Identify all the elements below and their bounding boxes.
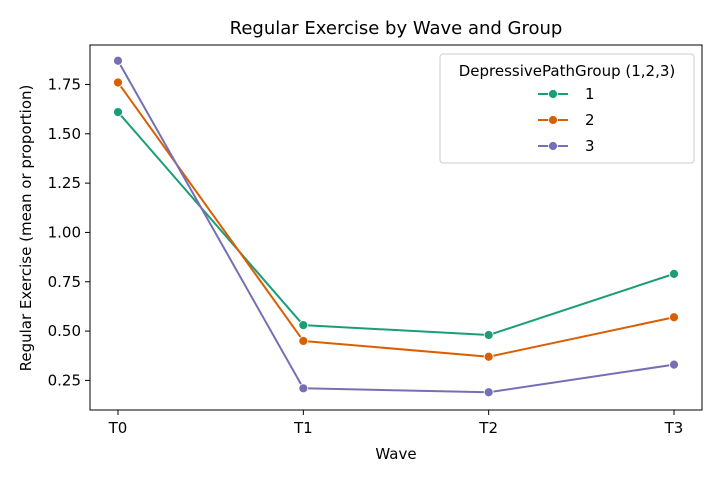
- legend-item: 3: [538, 137, 595, 155]
- legend-marker: [548, 115, 558, 125]
- series-line: [117, 81, 675, 358]
- y-axis-ticks: 0.25 0.50 0.75 1.00 1.25 1.50 1.75: [48, 75, 90, 389]
- y-tick-label: 0.50: [48, 322, 81, 340]
- x-axis-label: Wave: [375, 445, 416, 463]
- legend: DepressivePathGroup (1,2,3) 1 2 3: [439, 53, 695, 164]
- legend-label: 1: [585, 85, 595, 103]
- y-axis-label: Regular Exercise (mean or proportion): [17, 85, 35, 372]
- series-1: [113, 107, 679, 340]
- y-tick-label: 1.00: [48, 223, 81, 241]
- series-2: [113, 77, 679, 362]
- data-point: [298, 383, 309, 394]
- legend-item: 1: [538, 85, 595, 103]
- data-point: [483, 387, 494, 398]
- chart-title: Regular Exercise by Wave and Group: [230, 18, 563, 39]
- legend-label: 2: [585, 111, 595, 129]
- y-tick-label: 1.50: [48, 125, 81, 143]
- data-point: [669, 312, 679, 323]
- legend-title: DepressivePathGroup (1,2,3): [459, 62, 676, 80]
- x-tick-label: T0: [108, 419, 128, 437]
- legend-marker: [548, 141, 558, 151]
- y-tick-label: 1.75: [48, 75, 81, 93]
- x-tick-label: T1: [293, 419, 313, 437]
- legend-marker: [548, 89, 558, 99]
- y-tick-label: 1.25: [48, 174, 81, 192]
- legend-item: 2: [538, 111, 595, 129]
- data-point: [483, 330, 494, 340]
- x-axis-ticks: T0 T1 T2 T3: [108, 410, 684, 437]
- series-layer: [113, 55, 679, 398]
- legend-items: 1 2 3: [538, 85, 595, 155]
- data-point: [113, 55, 123, 66]
- data-point: [483, 351, 494, 362]
- data-point: [113, 107, 123, 117]
- data-point: [669, 359, 679, 370]
- series-line: [117, 111, 675, 337]
- x-tick-label: T3: [664, 419, 684, 437]
- y-tick-label: 0.75: [48, 273, 81, 291]
- legend-box: [439, 53, 695, 164]
- series-line: [117, 60, 675, 394]
- data-point: [298, 320, 309, 331]
- y-tick-label: 0.25: [48, 371, 81, 389]
- legend-label: 3: [585, 137, 595, 155]
- series-3: [113, 55, 679, 398]
- x-tick-label: T2: [478, 419, 498, 437]
- data-point: [113, 77, 123, 88]
- data-point: [669, 268, 679, 279]
- data-point: [298, 336, 309, 346]
